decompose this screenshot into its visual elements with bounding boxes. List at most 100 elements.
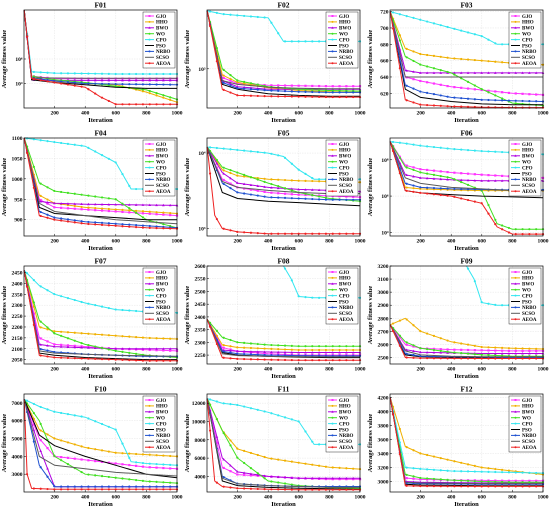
x-tick-label: 400 bbox=[264, 239, 273, 245]
series-marker bbox=[162, 349, 165, 352]
legend-label: CPO bbox=[156, 422, 167, 427]
y-axis-label: Average fitness value bbox=[367, 30, 374, 88]
series-marker bbox=[94, 420, 97, 423]
series-marker bbox=[514, 352, 518, 355]
series-marker bbox=[155, 488, 158, 491]
series-marker bbox=[480, 485, 483, 488]
x-tick-label: 1000 bbox=[172, 111, 183, 117]
series-marker bbox=[263, 151, 266, 154]
series-marker bbox=[243, 449, 246, 453]
series-marker bbox=[107, 203, 111, 206]
series-marker bbox=[460, 172, 463, 175]
series-marker bbox=[100, 96, 104, 99]
y-tick-label: 1050 bbox=[12, 156, 23, 162]
series-marker bbox=[426, 53, 429, 57]
series-marker bbox=[311, 84, 314, 88]
series-marker bbox=[473, 485, 476, 488]
y-tick-label: 2300 bbox=[195, 340, 206, 346]
legend-label: SCSO bbox=[156, 312, 169, 317]
series-marker bbox=[100, 78, 104, 82]
series-marker bbox=[277, 192, 280, 195]
series-marker bbox=[460, 148, 463, 151]
series-line-bwo bbox=[206, 319, 360, 353]
x-tick-label: 1000 bbox=[355, 367, 366, 373]
series-marker bbox=[324, 89, 328, 92]
series-marker bbox=[80, 205, 83, 209]
series-marker bbox=[134, 78, 138, 82]
series-marker bbox=[114, 308, 117, 311]
series-marker bbox=[94, 357, 97, 361]
series-marker bbox=[446, 95, 449, 98]
series-marker bbox=[466, 198, 470, 202]
series-marker bbox=[155, 227, 158, 230]
series-marker bbox=[425, 176, 429, 180]
series-marker bbox=[453, 341, 456, 344]
series-marker bbox=[53, 356, 56, 359]
series-marker bbox=[243, 357, 246, 361]
series-marker bbox=[236, 230, 239, 233]
series-marker bbox=[501, 228, 504, 231]
series-marker bbox=[487, 212, 490, 215]
series-marker bbox=[318, 488, 321, 491]
series-marker bbox=[439, 348, 442, 351]
series-marker bbox=[494, 485, 497, 488]
legend-marker bbox=[514, 282, 517, 285]
series-marker bbox=[128, 452, 131, 455]
series-marker bbox=[249, 407, 253, 410]
series-marker bbox=[256, 487, 259, 491]
legend-label: SCSO bbox=[156, 184, 169, 189]
legend-label: PSO bbox=[522, 44, 532, 49]
series-marker bbox=[494, 346, 497, 349]
series-marker bbox=[480, 59, 483, 62]
series-marker bbox=[405, 189, 408, 192]
series-marker bbox=[93, 202, 97, 206]
series-marker bbox=[460, 342, 463, 345]
series-marker bbox=[215, 166, 218, 169]
series-marker bbox=[155, 480, 158, 484]
legend-label: SCSO bbox=[339, 56, 352, 61]
chart-panel-f12: 200 400 600 800 1000300032003400360038004000… bbox=[367, 385, 549, 509]
legend-label: HHO bbox=[156, 149, 168, 154]
series-marker bbox=[405, 166, 408, 169]
legend-label: GJO bbox=[156, 15, 166, 20]
series-marker bbox=[521, 479, 524, 482]
legend-label: GJO bbox=[522, 399, 532, 404]
series-marker bbox=[419, 484, 422, 488]
x-tick-label: 400 bbox=[81, 495, 90, 501]
series-marker bbox=[290, 488, 293, 491]
y-tick-label: 720 bbox=[380, 10, 389, 16]
series-marker bbox=[345, 89, 348, 92]
series-marker bbox=[243, 346, 246, 349]
series-marker bbox=[297, 40, 300, 43]
series-marker bbox=[94, 333, 97, 336]
series-marker bbox=[229, 91, 232, 94]
series-marker bbox=[290, 84, 293, 87]
x-tick-label: 200 bbox=[50, 239, 59, 245]
series-marker bbox=[148, 226, 151, 230]
series-marker bbox=[222, 227, 225, 230]
series-marker bbox=[460, 470, 463, 473]
series-marker bbox=[283, 482, 287, 485]
series-marker bbox=[391, 329, 395, 333]
series-marker bbox=[46, 487, 49, 491]
series-marker bbox=[487, 485, 490, 488]
series-marker bbox=[39, 429, 42, 432]
series-marker bbox=[507, 352, 511, 355]
series-marker bbox=[46, 186, 49, 189]
series-marker bbox=[412, 345, 415, 348]
series-marker bbox=[297, 232, 300, 235]
legend-label: SCSO bbox=[339, 184, 352, 189]
legend-marker bbox=[148, 50, 151, 53]
series-marker bbox=[236, 171, 239, 174]
series-marker bbox=[256, 150, 259, 154]
series-marker bbox=[93, 346, 97, 350]
legend-marker bbox=[514, 306, 517, 309]
series-marker bbox=[277, 95, 280, 98]
series-marker bbox=[32, 323, 35, 326]
series-marker bbox=[460, 57, 463, 61]
series-line-pso bbox=[206, 10, 360, 97]
panel-title: F04 bbox=[94, 129, 106, 138]
series-marker bbox=[270, 354, 273, 357]
series-marker bbox=[114, 78, 117, 82]
